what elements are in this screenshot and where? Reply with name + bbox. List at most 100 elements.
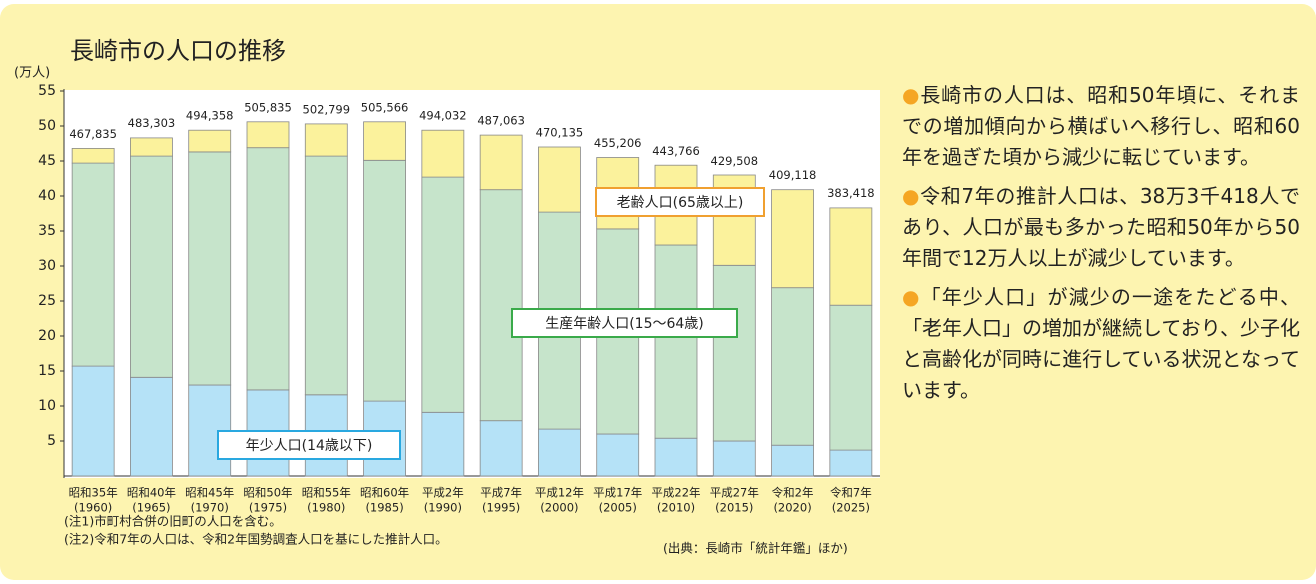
- y-tick-label: 15: [38, 363, 56, 379]
- bar-segment: [71, 162, 115, 367]
- x-tick-label: 平成22年: [651, 486, 700, 500]
- bar-segment: [421, 129, 465, 178]
- x-tick-label: 昭和40年: [127, 486, 176, 500]
- bar-segment: [363, 121, 406, 161]
- x-tick-label: (1975): [249, 501, 287, 515]
- bar-segment: [479, 189, 523, 422]
- chart-title: 長崎市の人口の推移: [70, 37, 286, 65]
- x-tick-label: 昭和35年: [69, 486, 118, 500]
- note: (注1)市町村合併の旧町の人口を含む。: [64, 514, 282, 529]
- x-tick-label: (2015): [715, 501, 753, 515]
- x-tick-label: 令和2年: [772, 486, 814, 500]
- y-tick-label: 25: [38, 293, 56, 309]
- bar-segment: [479, 420, 523, 477]
- total-label: 383,418: [827, 186, 875, 200]
- x-tick-label: (1990): [424, 501, 462, 515]
- y-tick-label: 35: [38, 223, 56, 239]
- legend-label: 年少人口(14歳以下): [246, 438, 373, 454]
- bar-segment: [188, 151, 232, 386]
- bar-segment: [771, 444, 814, 477]
- x-tick-label: (1965): [132, 501, 170, 515]
- bar-segment: [712, 264, 756, 442]
- bar-segment: [538, 146, 581, 213]
- x-tick-label: (2020): [773, 501, 811, 515]
- bar-segment: [421, 411, 465, 477]
- bar-segment: [829, 207, 873, 306]
- legend-box: [511, 308, 738, 338]
- total-label: 502,799: [303, 103, 351, 117]
- bar-segment: [712, 440, 756, 477]
- legend-label: 老齢人口(65歳以上): [617, 195, 744, 211]
- bar-segment: [363, 159, 406, 402]
- paragraph: 「年少人口」が減少の一途をたどる中、「老年人口」の増加が継続しており、少子化と高…: [902, 282, 1300, 406]
- y-tick-label: 30: [38, 258, 56, 274]
- x-tick-label: 平成7年: [480, 486, 522, 500]
- x-tick-label: (1995): [482, 501, 520, 515]
- bar-segment: [829, 449, 873, 477]
- bar-segment: [130, 155, 173, 378]
- total-label: 505,835: [244, 100, 292, 114]
- x-tick-label: 平成27年: [710, 486, 759, 500]
- x-tick-label: 昭和50年: [243, 486, 292, 500]
- legend-box: [217, 430, 401, 460]
- x-tick-label: 平成2年: [422, 486, 464, 500]
- total-label: 494,358: [186, 108, 234, 122]
- paragraph: 長崎市の人口は、昭和50年頃に、それまでの増加傾向から横ばいへ移行し、昭和60年…: [902, 80, 1300, 173]
- y-tick-label: 40: [38, 188, 56, 204]
- x-tick-label: (1960): [74, 501, 112, 515]
- y-tick-label: 10: [38, 398, 56, 414]
- bar-segment: [71, 365, 115, 477]
- total-label: 487,063: [477, 114, 525, 128]
- bar-segment: [421, 176, 465, 413]
- x-tick-label: (1980): [307, 501, 345, 515]
- bar-segment: [829, 304, 873, 451]
- x-tick-label: 令和7年: [830, 486, 872, 500]
- bar-segment: [771, 287, 814, 446]
- bar-segment: [771, 189, 814, 289]
- y-tick-label: 45: [38, 153, 56, 169]
- y-tick-label: 20: [38, 328, 56, 344]
- y-tick-label: 50: [38, 118, 56, 134]
- legend-box: [595, 187, 765, 217]
- bar-segment: [304, 155, 348, 396]
- y-tick-label: 55: [38, 83, 56, 99]
- x-tick-label: (2025): [832, 501, 870, 515]
- legend-label: 生産年齢人口(15〜64歳): [545, 316, 704, 332]
- x-tick-label: (1970): [191, 501, 229, 515]
- total-label: 470,135: [536, 125, 584, 139]
- plot-area: [64, 90, 880, 478]
- bar-segment: [479, 134, 523, 191]
- bar-segment: [71, 147, 115, 164]
- bar-segment: [130, 376, 173, 477]
- total-label: 467,835: [69, 127, 117, 141]
- x-tick-label: 平成12年: [535, 486, 584, 500]
- total-label: 409,118: [769, 168, 817, 182]
- total-label: 429,508: [711, 154, 759, 168]
- bar-segment: [130, 137, 173, 157]
- total-label: 443,766: [652, 144, 700, 158]
- bar-segment: [304, 123, 348, 157]
- bar-segment: [654, 437, 698, 477]
- source: (出典：長崎市「統計年鑑」ほか): [663, 541, 848, 556]
- x-tick-label: (2005): [599, 501, 637, 515]
- x-tick-label: 昭和45年: [185, 486, 234, 500]
- description: 長崎市の人口は、昭和50年頃に、それまでの増加傾向から横ばいへ移行し、昭和60年…: [902, 80, 1300, 414]
- bar-segment: [596, 433, 640, 477]
- total-label: 483,303: [128, 116, 176, 130]
- bar-segment: [538, 428, 581, 477]
- y-tick-label: 5: [47, 433, 56, 449]
- total-label: 494,032: [419, 109, 467, 123]
- x-tick-label: 平成17年: [593, 486, 642, 500]
- x-tick-label: 昭和60年: [360, 486, 409, 500]
- x-tick-label: (2000): [540, 501, 578, 515]
- bar-segment: [654, 244, 698, 439]
- x-tick-label: (1985): [365, 501, 403, 515]
- x-tick-label: 昭和55年: [302, 486, 351, 500]
- x-tick-label: (2010): [657, 501, 695, 515]
- bar-segment: [246, 121, 290, 149]
- paragraph: 令和7年の推計人口は、38万3千418人であり、人口が最も多かった昭和50年から…: [902, 181, 1300, 274]
- total-label: 505,566: [361, 101, 409, 115]
- note: (注2)令和7年の人口は、令和2年国勢調査人口を基にした推計人口。: [64, 532, 448, 547]
